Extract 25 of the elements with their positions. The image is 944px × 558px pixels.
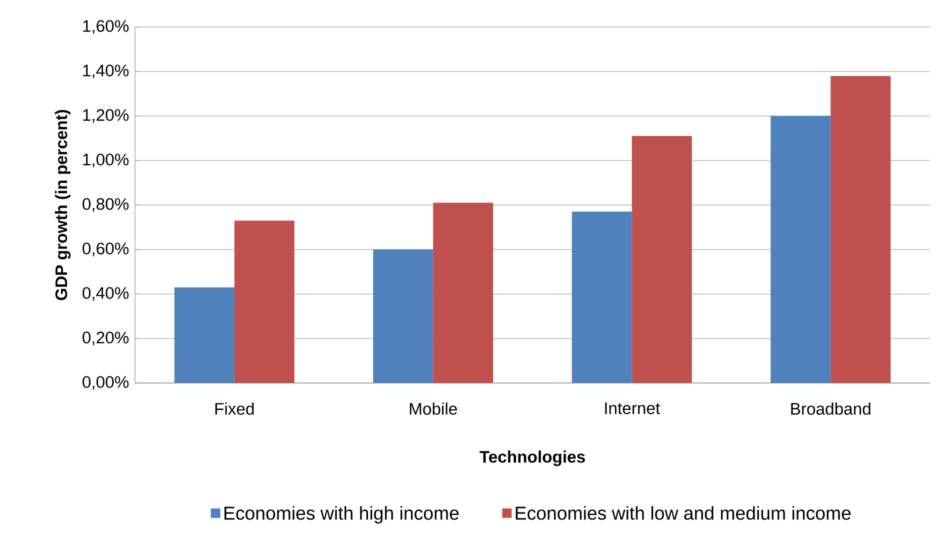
bar: [373, 250, 434, 383]
y-tick-label: 1,60%: [83, 20, 129, 34]
y-tick-label: 1,20%: [83, 109, 129, 123]
legend-label: Economies with high income: [224, 506, 459, 524]
y-tick-label: 0,20%: [82, 332, 129, 346]
legend-label: Economies with low and medium income: [516, 506, 851, 520]
x-tick-label: Broadband: [791, 402, 870, 415]
y-tick-label: 0,80%: [82, 198, 129, 212]
bar: [770, 116, 831, 383]
bar: [830, 76, 891, 383]
bar: [632, 136, 692, 383]
x-tick-label: Internet: [605, 402, 660, 414]
bar: [234, 220, 294, 383]
y-tick-label: 1,40%: [83, 64, 129, 78]
y-tick-label: 0,00%: [82, 376, 129, 390]
x-tick-label: Fixed: [215, 402, 254, 415]
bar: [433, 202, 494, 383]
x-tick-label: Mobile: [410, 402, 457, 415]
bar: [174, 287, 234, 383]
bar: [572, 212, 632, 383]
y-axis-title: GDP growth (in percent): [54, 110, 71, 300]
y-tick-label: 1,00%: [83, 154, 129, 168]
y-tick-label: 0,40%: [82, 287, 129, 301]
x-axis-title: Technologies: [480, 450, 585, 466]
y-tick-label: 0,60%: [82, 242, 129, 256]
